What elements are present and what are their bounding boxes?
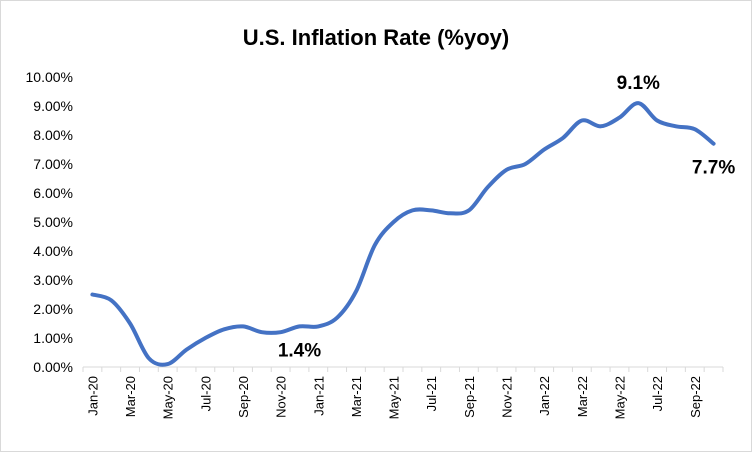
x-tick-label: Jan-21: [311, 376, 326, 416]
x-tick-label: Sep-21: [462, 376, 477, 418]
y-tick-label: 7.00%: [33, 156, 73, 172]
x-tick-label: May-20: [161, 376, 176, 419]
series-line-0: [90, 101, 716, 367]
x-axis: Jan-20 Mar-20 May-20 Jul-20 Sep-20 Nov-20 Jan-…: [82, 366, 724, 419]
y-tick-label: 1.00%: [33, 330, 73, 346]
annotation-layer: 9.1% 7.7% 1.4%: [278, 73, 736, 361]
y-tick-label: 0.00%: [33, 359, 73, 375]
y-tick-label: 2.00%: [33, 301, 73, 317]
annotation-label: 1.4%: [278, 340, 321, 361]
x-tick-label: Mar-22: [575, 376, 590, 417]
y-tick-label: 9.00%: [33, 98, 73, 114]
y-tick-label: 10.00%: [26, 69, 73, 85]
x-tick-label: Jul-22: [650, 376, 665, 411]
annotation-label: 7.7%: [692, 158, 735, 179]
x-tick-label: May-22: [612, 376, 627, 419]
x-tick-label: Jul-21: [424, 376, 439, 411]
x-tick-label: Sep-22: [688, 376, 703, 418]
y-tick-label: 4.00%: [33, 243, 73, 259]
x-tick-label: Jul-20: [198, 376, 213, 411]
x-tick-label: Mar-21: [349, 376, 364, 417]
x-tick-label: May-21: [387, 376, 402, 419]
y-tick-label: 8.00%: [33, 127, 73, 143]
y-tick-label: 5.00%: [33, 214, 73, 230]
y-tick-label: 6.00%: [33, 185, 73, 201]
chart-title: U.S. Inflation Rate (%yoy): [243, 25, 509, 50]
y-tick-label: 3.00%: [33, 272, 73, 288]
series-layer: [90, 101, 716, 367]
x-tick-label: Jan-22: [537, 376, 552, 416]
x-tick-label: Jan-20: [85, 376, 100, 416]
y-axis: 0.00% 1.00% 2.00% 3.00% 4.00% 5.00% 6.00% 7.00%…: [26, 69, 73, 375]
x-tick-label: Nov-20: [274, 376, 289, 418]
x-tick-label: Mar-20: [123, 376, 138, 417]
x-tick-label: Sep-20: [236, 376, 251, 418]
annotation-label: 9.1%: [617, 73, 660, 94]
x-tick-label: Nov-21: [500, 376, 515, 418]
